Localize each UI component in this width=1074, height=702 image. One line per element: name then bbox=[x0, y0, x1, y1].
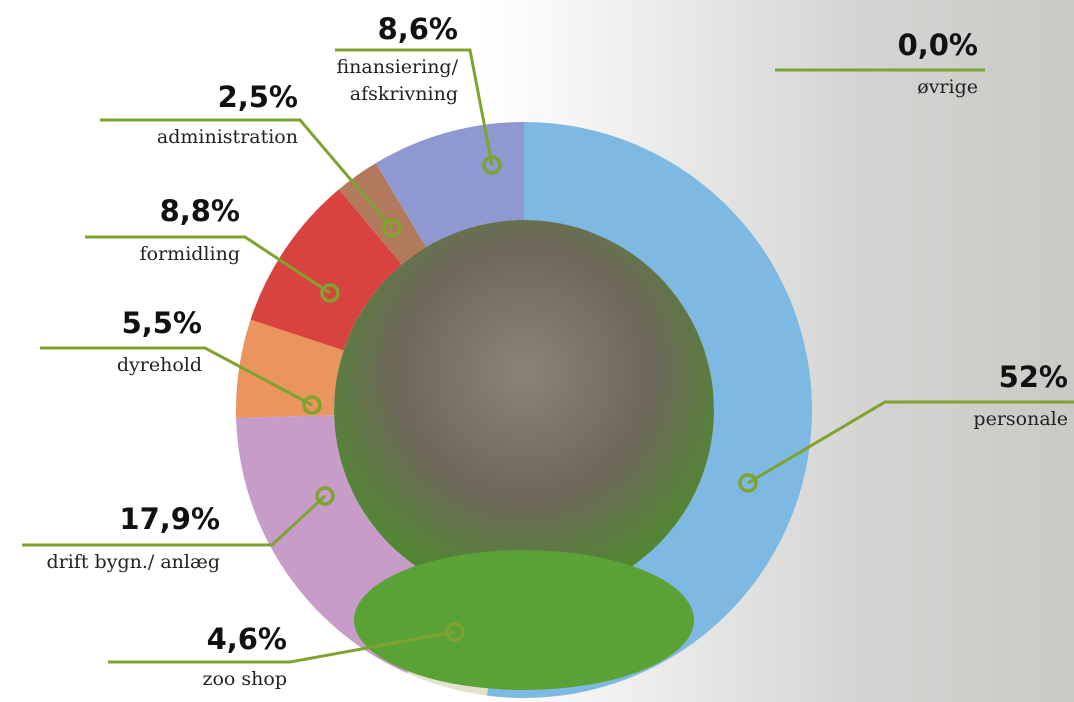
value-label: 4,6% bbox=[207, 622, 287, 656]
value-label: 52% bbox=[999, 360, 1068, 394]
value-label: 8,6% bbox=[378, 12, 458, 46]
photo-grass bbox=[354, 550, 694, 690]
category-label: zoo shop bbox=[202, 666, 287, 693]
category-label: finansiering/ afskrivning bbox=[288, 54, 458, 108]
chart bbox=[0, 0, 1074, 702]
category-label: formidling bbox=[140, 241, 240, 268]
category-label: personale bbox=[973, 406, 1068, 433]
value-label: 2,5% bbox=[218, 80, 298, 114]
value-label: 5,5% bbox=[122, 306, 202, 340]
value-label: 8,8% bbox=[160, 194, 240, 228]
category-label: øvrige bbox=[917, 74, 978, 101]
value-label: 0,0% bbox=[898, 28, 978, 62]
photo bbox=[334, 220, 714, 600]
value-label: 17,9% bbox=[119, 502, 220, 536]
infographic: 52% personale 4,6% zoo shop 17,9% drift bygn.… bbox=[0, 0, 1074, 702]
category-label: drift bygn./ anlæg bbox=[47, 549, 220, 576]
category-label: administration bbox=[157, 124, 298, 151]
category-label: dyrehold bbox=[117, 352, 202, 379]
